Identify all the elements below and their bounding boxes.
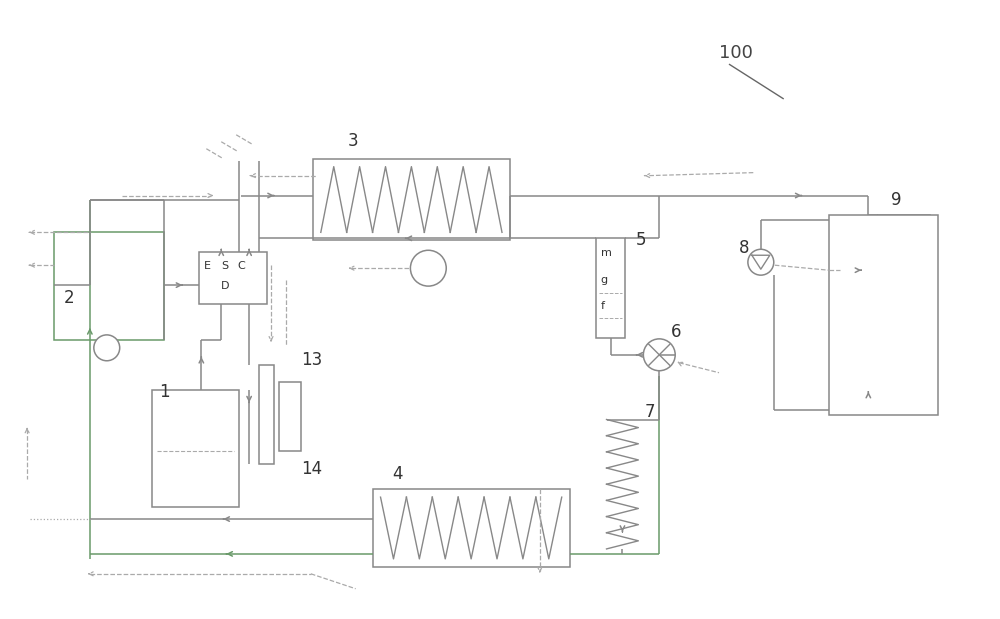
Bar [259, 365, 274, 464]
Text: S: S [221, 261, 228, 271]
Text: 8: 8 [739, 240, 749, 258]
Bar [54, 232, 164, 340]
Text: 3: 3 [348, 132, 358, 150]
Text: D: D [221, 281, 230, 291]
Text: 13: 13 [301, 351, 322, 369]
Text: C: C [237, 261, 245, 271]
Bar [886, 223, 896, 357]
Bar [373, 489, 570, 567]
Text: 2: 2 [64, 289, 75, 307]
Bar [152, 389, 239, 507]
Bar [912, 223, 922, 357]
Text: 4: 4 [392, 465, 403, 483]
Text: 100: 100 [719, 44, 753, 62]
Text: m: m [601, 248, 611, 258]
Text: 9: 9 [891, 191, 902, 209]
Circle shape [748, 249, 774, 275]
Bar [878, 215, 930, 365]
Text: g: g [601, 275, 608, 285]
Bar [829, 215, 938, 415]
Text: E: E [204, 261, 211, 271]
Text: 1: 1 [160, 383, 170, 400]
Circle shape [643, 339, 675, 371]
Bar [596, 238, 625, 338]
Bar [199, 253, 267, 304]
Text: f: f [601, 301, 605, 311]
Bar [313, 158, 510, 240]
Bar [279, 382, 301, 451]
Circle shape [94, 335, 120, 361]
Circle shape [410, 250, 446, 286]
Text: 5: 5 [635, 232, 646, 249]
Bar [899, 223, 909, 357]
Text: 6: 6 [671, 323, 682, 341]
Text: 14: 14 [301, 461, 322, 478]
Text: 7: 7 [644, 402, 655, 420]
